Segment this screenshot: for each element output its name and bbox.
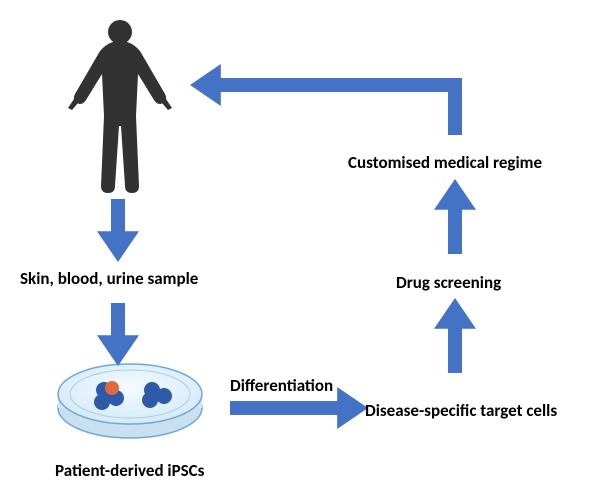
arrows-layer: [0, 0, 600, 501]
arrow-regime-to-human: [204, 85, 455, 135]
label-ipsc: Patient-derived iPSCs: [55, 460, 204, 481]
label-sample: Skin, blood, urine sample: [20, 268, 198, 289]
label-regime: Customised medical regime: [348, 152, 542, 173]
diagram-canvas: Skin, blood, urine sample Patient-derive…: [0, 0, 600, 501]
label-drug-screening: Drug screening: [396, 272, 501, 293]
label-differentiation: Differentiation: [230, 375, 333, 396]
label-target-cells: Disease-specific target cells: [365, 400, 557, 421]
